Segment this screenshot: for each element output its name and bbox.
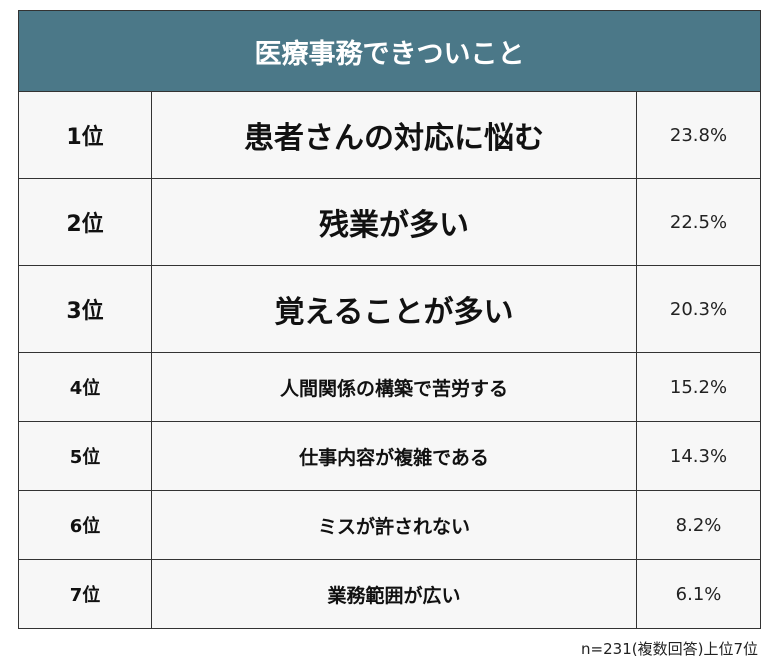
table-row: 5位 仕事内容が複雑である 14.3% bbox=[18, 421, 762, 491]
rank-cell: 4位 bbox=[18, 352, 152, 422]
table-row: 4位 人間関係の構築で苦労する 15.2% bbox=[18, 352, 762, 422]
rank-cell: 3位 bbox=[18, 265, 152, 353]
table-title: 医療事務できついこと bbox=[17, 10, 762, 92]
item-cell: 業務範囲が広い bbox=[151, 559, 637, 629]
item-cell: 残業が多い bbox=[151, 178, 637, 266]
percent-cell: 15.2% bbox=[635, 352, 762, 422]
item-cell: ミスが許されない bbox=[151, 490, 637, 560]
item-cell: 患者さんの対応に悩む bbox=[151, 91, 637, 179]
item-cell: 仕事内容が複雑である bbox=[151, 421, 637, 491]
percent-cell: 14.3% bbox=[635, 421, 762, 491]
table-row: 2位 残業が多い 22.5% bbox=[18, 178, 762, 266]
percent-cell: 8.2% bbox=[635, 490, 762, 560]
item-cell: 覚えることが多い bbox=[151, 265, 637, 353]
rank-cell: 5位 bbox=[18, 421, 152, 491]
sample-note: n=231(複数回答)上位7位 bbox=[581, 640, 758, 658]
percent-cell: 6.1% bbox=[635, 559, 762, 629]
table-row: 1位 患者さんの対応に悩む 23.8% bbox=[18, 91, 762, 179]
percent-cell: 22.5% bbox=[635, 178, 762, 266]
table-row: 7位 業務範囲が広い 6.1% bbox=[18, 559, 762, 629]
item-cell: 人間関係の構築で苦労する bbox=[151, 352, 637, 422]
percent-cell: 23.8% bbox=[635, 91, 762, 179]
rank-cell: 6位 bbox=[18, 490, 152, 560]
table-row: 3位 覚えることが多い 20.3% bbox=[18, 265, 762, 353]
rank-cell: 2位 bbox=[18, 178, 152, 266]
table-row: 6位 ミスが許されない 8.2% bbox=[18, 490, 762, 560]
rank-cell: 7位 bbox=[18, 559, 152, 629]
ranking-table: 医療事務できついこと 1位 患者さんの対応に悩む 23.8% 2位 残業が多い 22.5%… bbox=[17, 10, 762, 629]
percent-cell: 20.3% bbox=[635, 265, 762, 353]
rank-cell: 1位 bbox=[18, 91, 152, 179]
